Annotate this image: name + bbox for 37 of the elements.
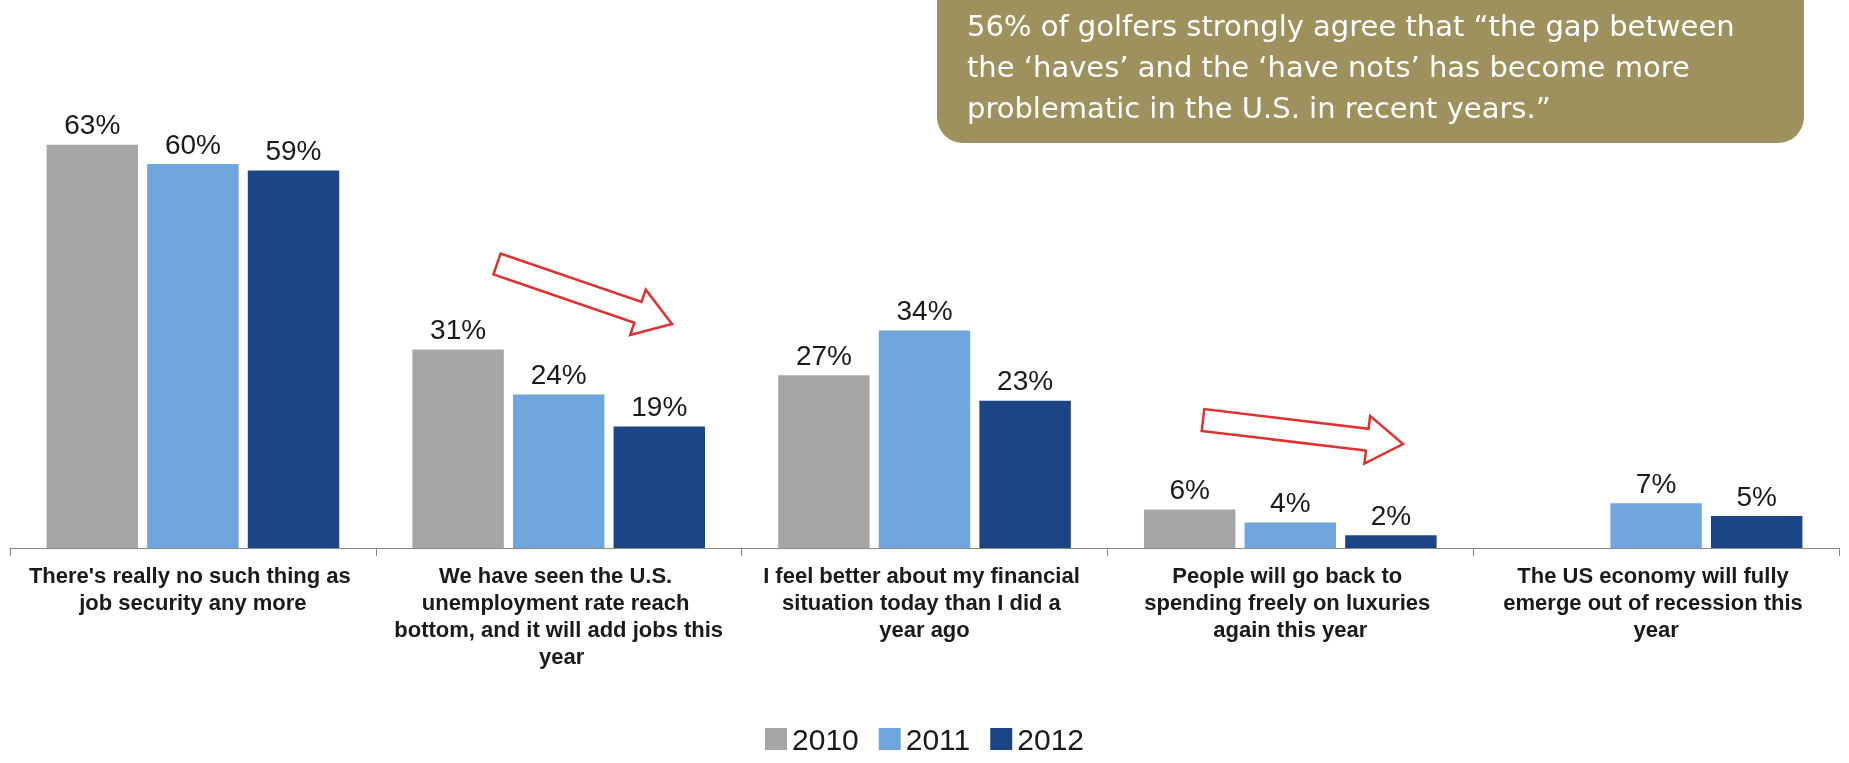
- data-label: 24%: [530, 358, 587, 390]
- data-label: 34%: [896, 294, 953, 326]
- bar: [878, 330, 971, 548]
- data-label: 31%: [430, 314, 487, 346]
- data-label: 7%: [1635, 467, 1677, 499]
- bar: [979, 400, 1071, 548]
- x-tick-label: We have seen the U.S. unemployment rate reach bottom, and it will add jobs this year: [394, 563, 724, 669]
- data-label: 5%: [1736, 480, 1777, 512]
- text: 56% of golfers strongly agree that “the gap between the ‘haves’ and the ‘have nots’ has become more problematic in the U.S. in recent years.”: [937, 0, 1804, 143]
- bar: [247, 170, 340, 548]
- data-label: 23%: [997, 365, 1054, 397]
- bar: [1710, 516, 1803, 548]
- bar: [1345, 535, 1437, 548]
- bar: [613, 426, 706, 548]
- data-label: 2%: [1370, 499, 1412, 531]
- legend-label: 2011: [905, 722, 971, 756]
- data-label: 6%: [1169, 474, 1210, 506]
- x-tick-label: The US economy will fully emerge out of recession this year: [1503, 563, 1809, 642]
- x-tick-label: People will go back to spending freely on luxuries again this year: [1144, 563, 1437, 642]
- bar: [512, 394, 605, 548]
- x-tick-label: I feel better about my financial situation today than I did a year ago: [763, 563, 1086, 642]
- bar: [46, 144, 139, 548]
- legend-label: 2012: [1017, 722, 1085, 756]
- bar: [1143, 509, 1236, 548]
- data-label: 59%: [265, 134, 322, 166]
- bar: [412, 349, 504, 548]
- data-label: 4%: [1270, 486, 1311, 518]
- x-tick-label: There's really no such thing as job security any more: [28, 563, 357, 615]
- data-label: 19%: [631, 390, 688, 422]
- bar: [1244, 522, 1337, 548]
- data-label: 63%: [64, 109, 121, 141]
- data-label: 60%: [164, 128, 221, 160]
- legend-label: 2010: [792, 722, 859, 756]
- bar: [1610, 503, 1702, 548]
- bar: [147, 164, 239, 548]
- bar: [778, 375, 870, 548]
- data-label: 27%: [795, 339, 852, 371]
